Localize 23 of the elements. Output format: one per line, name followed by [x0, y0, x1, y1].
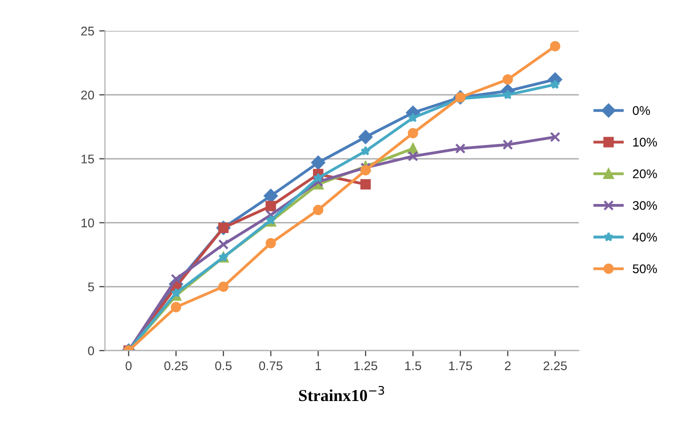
y-tick-label: 15 [82, 154, 94, 164]
x-tick-label: 0 [126, 361, 132, 370]
x-tick-label: 1 [316, 361, 322, 370]
y-tick-label: 20 [81, 90, 94, 100]
y-tick-label: 0 [88, 346, 94, 356]
x-tick-label: 1.75 [449, 361, 472, 370]
x-tick-label: 0.25 [164, 361, 188, 370]
x-tick-label: 0.5 [215, 361, 232, 370]
x-axis-title: Strainx10$^{−3}$ [299, 386, 384, 402]
legend-label: 0% [632, 106, 650, 115]
legend-label: 10% [633, 138, 657, 147]
legend-label: 40% [632, 232, 657, 242]
x-tick-label: 1.25 [354, 361, 378, 370]
y-tick-label: 25 [81, 26, 94, 36]
legend-label: 50% [632, 264, 657, 274]
x-tick-label: 2 [504, 361, 511, 370]
legend-label: 20% [632, 169, 657, 178]
y-tick-label: 5 [88, 282, 94, 292]
x-tick-label: 2.25 [544, 361, 567, 370]
legend-label: 30% [632, 201, 657, 210]
x-tick-label: 0.75 [259, 361, 282, 370]
x-tick-label: 1.5 [405, 361, 422, 370]
y-tick-label: 10 [82, 218, 94, 228]
